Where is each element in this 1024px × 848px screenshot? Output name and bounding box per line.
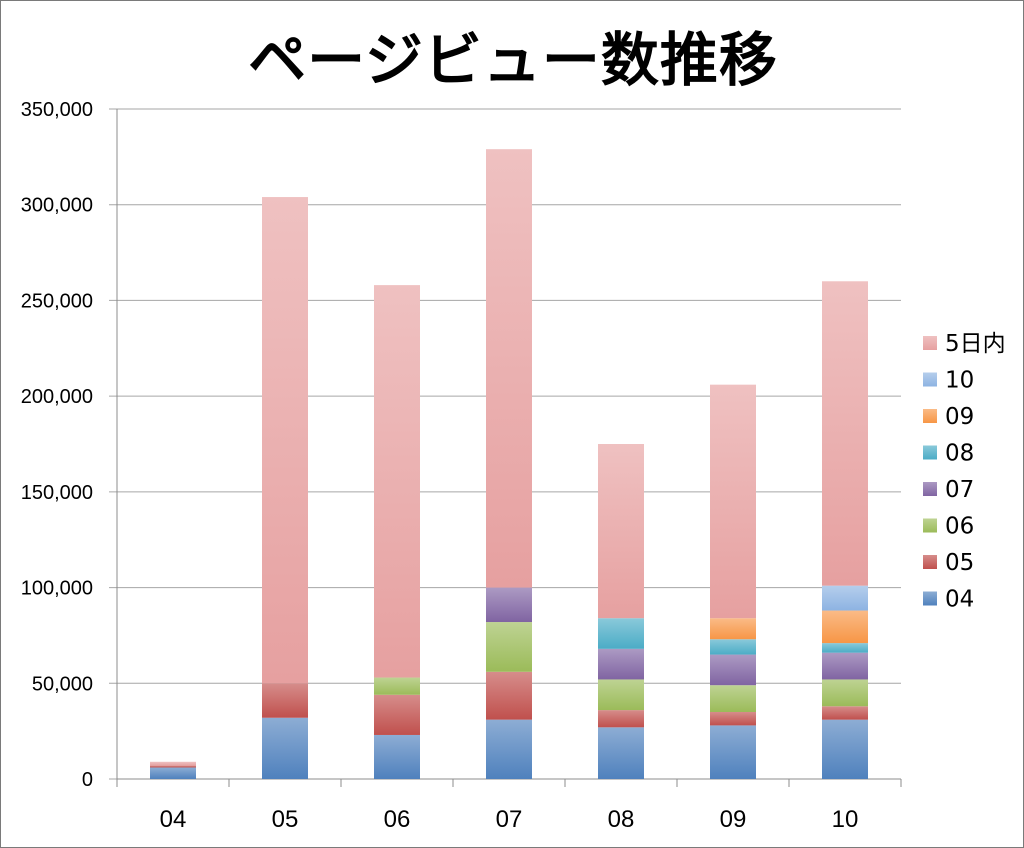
x-tick-label: 10 (832, 806, 859, 833)
bar-segment-06-06 (374, 677, 420, 695)
bar-segment-05-10 (822, 706, 868, 720)
bar-segment-10-10 (822, 585, 868, 611)
legend-label-06: 06 (945, 514, 974, 540)
legend-label-09: 09 (945, 404, 974, 430)
legend-label-5日内: 5日内 (945, 331, 1006, 357)
bar-segment-05-05 (262, 683, 308, 718)
bar-segment-5日内-06 (374, 285, 420, 678)
y-tick-label: 350,000 (21, 99, 93, 121)
bar-segment-08-10 (822, 643, 868, 653)
x-tick-label: 06 (384, 806, 411, 833)
bar-segment-09-10 (822, 610, 868, 644)
x-tick-label: 05 (272, 806, 299, 833)
x-tick-label: 08 (608, 806, 635, 833)
x-tick-label: 04 (160, 806, 187, 833)
bar-segment-06-10 (822, 679, 868, 707)
bar-segment-04-08 (598, 727, 644, 779)
y-tick-label: 300,000 (21, 195, 93, 217)
y-tick-label: 100,000 (21, 578, 93, 600)
bar-segment-5日内-10 (822, 281, 868, 586)
legend-swatch-5日内 (923, 336, 937, 350)
bar-segment-07-07 (486, 587, 532, 623)
bar-segment-05-07 (486, 671, 532, 720)
bar-segment-04-07 (486, 719, 532, 779)
legend-swatch-07 (923, 482, 937, 496)
bar-segment-06-07 (486, 622, 532, 672)
bar-segment-07-08 (598, 648, 644, 680)
legend-swatch-08 (923, 445, 937, 460)
bar-segment-07-09 (710, 654, 756, 686)
x-tick-label: 07 (496, 806, 523, 833)
legend-swatch-06 (923, 518, 937, 533)
bar-segment-06-08 (598, 679, 644, 711)
bar-segment-04-09 (710, 725, 756, 779)
legend-label-08: 08 (945, 441, 974, 467)
bar-segment-08-09 (710, 639, 756, 655)
legend-label-10: 10 (945, 368, 974, 394)
y-tick-label: 200,000 (21, 386, 93, 408)
y-tick-label: 150,000 (21, 482, 93, 504)
y-tick-label: 250,000 (21, 290, 93, 312)
bar-segment-5日内-08 (598, 444, 644, 619)
legend-swatch-04 (923, 591, 937, 606)
y-tick-label: 50,000 (32, 673, 93, 695)
bar-segment-04-06 (374, 734, 420, 779)
bar-segment-05-09 (710, 712, 756, 726)
bar-segment-06-09 (710, 685, 756, 712)
bar-segment-04-10 (822, 719, 868, 779)
bar-segment-08-08 (598, 618, 644, 649)
bar-segment-5日内-04 (150, 761, 196, 766)
x-tick-label: 09 (720, 806, 747, 833)
y-tick-label: 0 (82, 769, 93, 791)
bar-segment-05-06 (374, 694, 420, 735)
chart-title: ページビュー数推移 (248, 26, 778, 94)
bar-segment-07-10 (822, 652, 868, 680)
bar-segment-05-08 (598, 710, 644, 728)
legend-label-05: 05 (945, 550, 974, 576)
legend-swatch-09 (923, 409, 937, 423)
legend-swatch-05 (923, 555, 937, 569)
bar-segment-5日内-09 (710, 384, 756, 619)
bar-segment-04-04 (150, 767, 196, 779)
bar-segment-05-04 (150, 765, 196, 768)
legend-label-07: 07 (945, 477, 974, 503)
legend-swatch-10 (923, 372, 937, 387)
bar-segment-09-09 (710, 618, 756, 640)
bar-segment-5日内-05 (262, 197, 308, 684)
bar-segment-5日内-07 (486, 149, 532, 588)
bar-segment-04-05 (262, 717, 308, 779)
legend-label-04: 04 (945, 587, 974, 613)
